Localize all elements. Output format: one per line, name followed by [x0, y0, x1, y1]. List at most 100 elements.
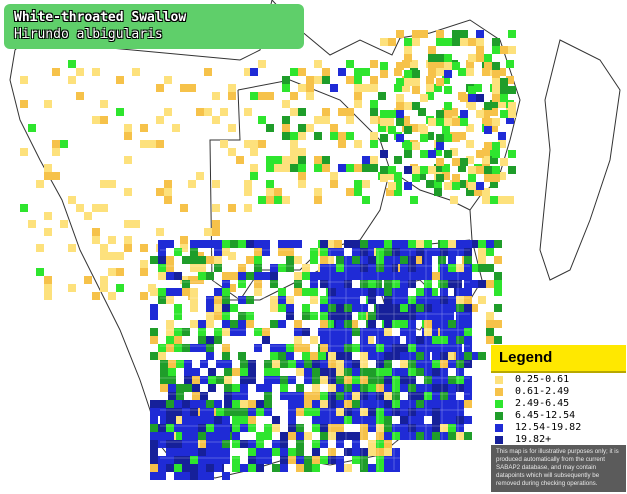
map-cell	[196, 108, 204, 116]
map-cell	[314, 132, 322, 140]
map-cell	[442, 76, 450, 84]
map-cell	[228, 84, 236, 92]
map-cell	[464, 296, 472, 304]
map-cell	[434, 60, 442, 68]
map-cell	[384, 384, 392, 392]
map-cell	[498, 172, 506, 180]
map-cell	[28, 220, 36, 228]
map-cell	[278, 240, 286, 248]
map-cell	[416, 344, 424, 352]
map-cell	[394, 84, 402, 92]
map-cell	[298, 156, 306, 164]
map-cell	[160, 384, 168, 392]
map-cell	[452, 30, 460, 38]
map-cell	[400, 304, 408, 312]
map-cell	[240, 416, 248, 424]
map-cell	[468, 38, 476, 46]
map-cell	[450, 196, 458, 204]
map-cell	[360, 304, 368, 312]
map-cell	[248, 376, 256, 384]
map-cell	[272, 448, 280, 456]
map-cell	[214, 464, 222, 472]
map-cell	[20, 204, 28, 212]
map-cell	[176, 392, 184, 400]
map-cell	[424, 280, 432, 288]
map-cell	[352, 384, 360, 392]
map-cell	[476, 30, 484, 38]
map-cell	[350, 320, 358, 328]
map-cell	[352, 264, 360, 272]
map-cell	[182, 456, 190, 464]
map-cell	[198, 272, 206, 280]
map-cell	[190, 408, 198, 416]
map-cell	[188, 84, 196, 92]
map-cell	[336, 304, 344, 312]
map-cell	[436, 142, 444, 150]
map-cell	[150, 440, 158, 448]
map-cell	[464, 352, 472, 360]
map-cell	[486, 280, 494, 288]
map-cell	[440, 400, 448, 408]
map-cell	[336, 400, 344, 408]
map-cell	[452, 174, 460, 182]
map-cell	[304, 368, 312, 376]
map-cell	[330, 180, 338, 188]
map-cell	[498, 100, 506, 108]
map-cell	[478, 248, 486, 256]
map-cell	[370, 76, 378, 84]
map-cell	[320, 344, 328, 352]
map-cell	[416, 384, 424, 392]
map-cell	[444, 102, 452, 110]
map-cell	[416, 312, 424, 320]
species-scientific-name: Hirundo albigularis	[14, 27, 163, 42]
map-cell	[498, 132, 506, 140]
map-cell	[310, 288, 318, 296]
map-cell	[282, 116, 290, 124]
map-cell	[508, 110, 516, 118]
map-cell	[384, 448, 392, 456]
map-cell	[174, 472, 182, 480]
map-cell	[232, 440, 240, 448]
map-cell	[280, 456, 288, 464]
map-cell	[444, 150, 452, 158]
map-cell	[140, 268, 148, 276]
map-cell	[76, 204, 84, 212]
map-cell	[280, 392, 288, 400]
map-cell	[360, 448, 368, 456]
map-cell	[228, 148, 236, 156]
map-cell	[320, 256, 328, 264]
map-cell	[448, 296, 456, 304]
species-title-box: White-throated Swallow Hirundo albigular…	[4, 4, 304, 49]
map-cell	[214, 328, 222, 336]
map-cell	[232, 456, 240, 464]
map-cell	[392, 320, 400, 328]
map-cell	[336, 272, 344, 280]
map-cell	[424, 272, 432, 280]
map-cell	[164, 188, 172, 196]
map-cell	[370, 60, 378, 68]
map-cell	[214, 240, 222, 248]
map-cell	[484, 166, 492, 174]
map-cell	[448, 280, 456, 288]
map-cell	[338, 68, 346, 76]
map-cell	[376, 328, 384, 336]
map-cell	[222, 440, 230, 448]
map-cell	[486, 248, 494, 256]
map-cell	[420, 166, 428, 174]
map-cell	[464, 400, 472, 408]
map-cell	[394, 68, 402, 76]
map-cell	[490, 124, 498, 132]
map-cell	[228, 284, 236, 292]
map-cell	[200, 360, 208, 368]
map-cell	[294, 280, 302, 288]
map-cell	[360, 256, 368, 264]
map-cell	[360, 280, 368, 288]
map-cell	[314, 164, 322, 172]
map-cell	[264, 424, 272, 432]
map-cell	[354, 188, 362, 196]
map-cell	[200, 376, 208, 384]
map-cell	[446, 352, 454, 360]
map-cell	[298, 180, 306, 188]
map-cell	[166, 328, 174, 336]
map-cell	[68, 76, 76, 84]
